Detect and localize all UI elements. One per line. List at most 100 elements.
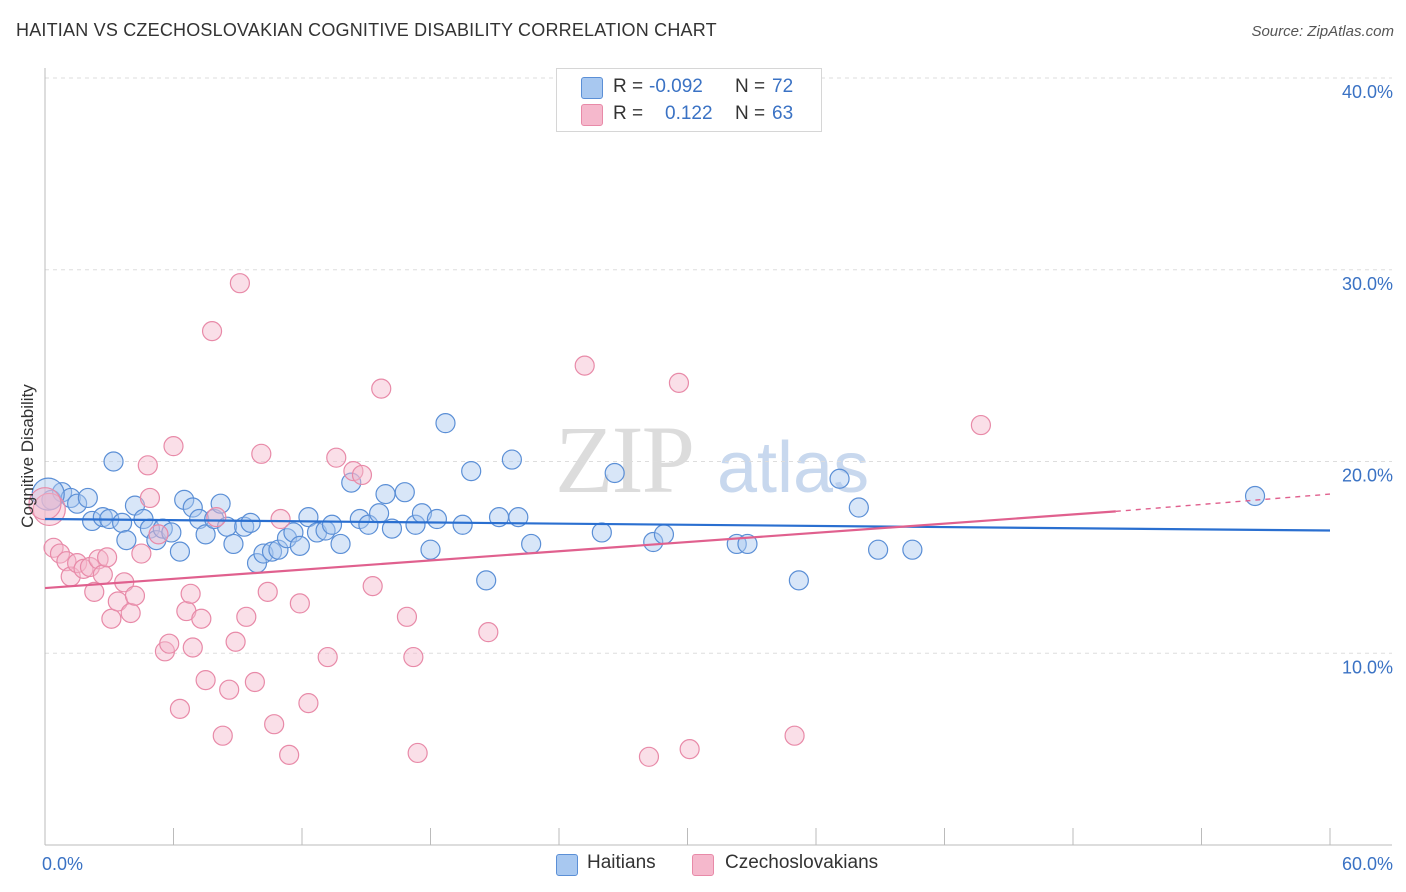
- data-point-haitians: [788, 570, 809, 591]
- data-point-haitians: [268, 539, 289, 560]
- data-point-czechoslovakians: [351, 464, 373, 486]
- data-point-czechoslovakians: [206, 507, 227, 528]
- watermark-zip: ZIP: [555, 406, 693, 513]
- bottom-legend-swatch: [556, 854, 578, 876]
- data-point-haitians: [426, 508, 448, 530]
- data-point-haitians: [182, 497, 203, 518]
- data-point-czechoslovakians: [124, 585, 146, 606]
- data-point-czechoslovakians: [289, 593, 310, 614]
- data-point-haitians: [653, 524, 675, 545]
- r-value: 0.122: [665, 103, 713, 124]
- n-label: N =: [735, 76, 766, 97]
- data-point-czechoslovakians: [201, 321, 223, 342]
- data-point-czechoslovakians: [212, 725, 233, 746]
- data-point-haitians: [195, 524, 216, 545]
- data-point-czechoslovakians: [668, 372, 690, 393]
- data-point-haitians: [189, 508, 210, 530]
- data-point-czechoslovakians: [784, 725, 805, 746]
- data-point-haitians: [501, 449, 522, 470]
- data-point-haitians: [381, 518, 403, 539]
- data-point-czechoslovakians: [137, 455, 158, 476]
- trend-line-extension: [1115, 493, 1331, 513]
- data-point-haitians: [111, 512, 133, 533]
- data-point-haitians: [521, 533, 542, 555]
- data-point-czechoslovakians: [298, 693, 319, 714]
- data-point-czechoslovakians: [163, 436, 184, 457]
- data-point-czechoslovakians: [92, 564, 113, 585]
- trend-line-haitians: [44, 517, 1331, 532]
- data-point-haitians: [174, 489, 195, 510]
- legend-swatch-haitians: [581, 77, 603, 99]
- data-point-haitians: [210, 493, 231, 514]
- data-point-haitians: [394, 482, 415, 503]
- data-point-czechoslovakians: [191, 608, 212, 629]
- data-point-czechoslovakians: [270, 508, 291, 530]
- data-point-haitians: [643, 531, 664, 553]
- data-point-haitians: [240, 512, 261, 533]
- data-point-haitians: [452, 514, 473, 535]
- data-point-czechoslovakians: [257, 581, 278, 602]
- data-point-haitians: [868, 539, 889, 560]
- data-point-haitians: [461, 460, 482, 482]
- data-point-czechoslovakians: [279, 744, 300, 765]
- y-tick-label: 10.0%: [1342, 657, 1393, 677]
- data-point-haitians: [330, 533, 351, 555]
- data-point-haitians: [369, 503, 390, 524]
- data-point-czechoslovakians: [407, 742, 428, 764]
- data-point-czechoslovakians: [326, 447, 347, 468]
- data-point-haitians: [848, 497, 869, 518]
- data-point-czechoslovakians: [139, 487, 161, 509]
- data-point-haitians: [604, 462, 625, 484]
- bottom-legend-label: Czechoslovakians: [725, 852, 879, 873]
- data-point-czechoslovakians: [169, 698, 191, 719]
- y-tick-label: 40.0%: [1342, 82, 1393, 102]
- data-point-czechoslovakians: [317, 646, 338, 668]
- data-point-czechoslovakians: [574, 355, 595, 376]
- data-point-haitians: [1244, 485, 1266, 507]
- data-point-czechoslovakians: [244, 671, 265, 693]
- legend-swatch-czechoslovakians: [581, 104, 603, 126]
- y-tick-label: 30.0%: [1342, 274, 1393, 294]
- data-point-czechoslovakians: [396, 606, 418, 627]
- data-point-czechoslovakians: [67, 553, 88, 574]
- bottom-legend-swatch: [692, 854, 714, 876]
- data-point-czechoslovakians: [679, 739, 700, 760]
- data-point-czechoslovakians: [371, 378, 392, 399]
- data-point-haitians: [737, 533, 758, 555]
- data-point-haitians: [223, 533, 244, 555]
- data-point-czechoslovakians: [195, 669, 216, 691]
- chart-title: HAITIAN VS CZECHOSLOVAKIAN COGNITIVE DIS…: [16, 20, 717, 40]
- data-point-haitians: [829, 468, 850, 489]
- n-value: 72: [772, 76, 794, 97]
- data-point-czechoslovakians: [180, 583, 201, 604]
- data-point-czechoslovakians: [159, 633, 180, 654]
- data-point-czechoslovakians: [219, 679, 240, 700]
- x-tick-label: 60.0%: [1342, 854, 1393, 874]
- r-value: -0.092: [649, 76, 703, 97]
- data-point-czechoslovakians: [32, 492, 66, 527]
- data-point-haitians: [405, 514, 426, 535]
- data-point-haitians: [82, 510, 103, 532]
- source-label: Source: ZipAtlas.com: [1251, 23, 1394, 40]
- y-tick-label: 20.0%: [1342, 466, 1393, 486]
- data-point-czechoslovakians: [236, 606, 257, 627]
- data-point-haitians: [276, 528, 298, 549]
- data-point-czechoslovakians: [43, 537, 64, 558]
- data-point-czechoslovakians: [131, 543, 152, 564]
- data-point-haitians: [902, 539, 923, 560]
- data-point-haitians: [321, 514, 343, 535]
- data-point-czechoslovakians: [88, 549, 109, 570]
- data-point-haitians: [435, 413, 456, 434]
- n-label: N =: [735, 103, 766, 124]
- data-point-czechoslovakians: [84, 581, 105, 602]
- data-point-czechoslovakians: [970, 414, 992, 436]
- data-point-czechoslovakians: [225, 631, 246, 652]
- bottom-legend-label: Haitians: [587, 852, 656, 873]
- data-point-czechoslovakians: [362, 576, 383, 597]
- data-point-haitians: [103, 451, 124, 472]
- data-point-czechoslovakians: [182, 637, 203, 658]
- data-point-haitians: [283, 522, 304, 543]
- data-point-czechoslovakians: [120, 602, 141, 624]
- data-point-czechoslovakians: [229, 273, 250, 294]
